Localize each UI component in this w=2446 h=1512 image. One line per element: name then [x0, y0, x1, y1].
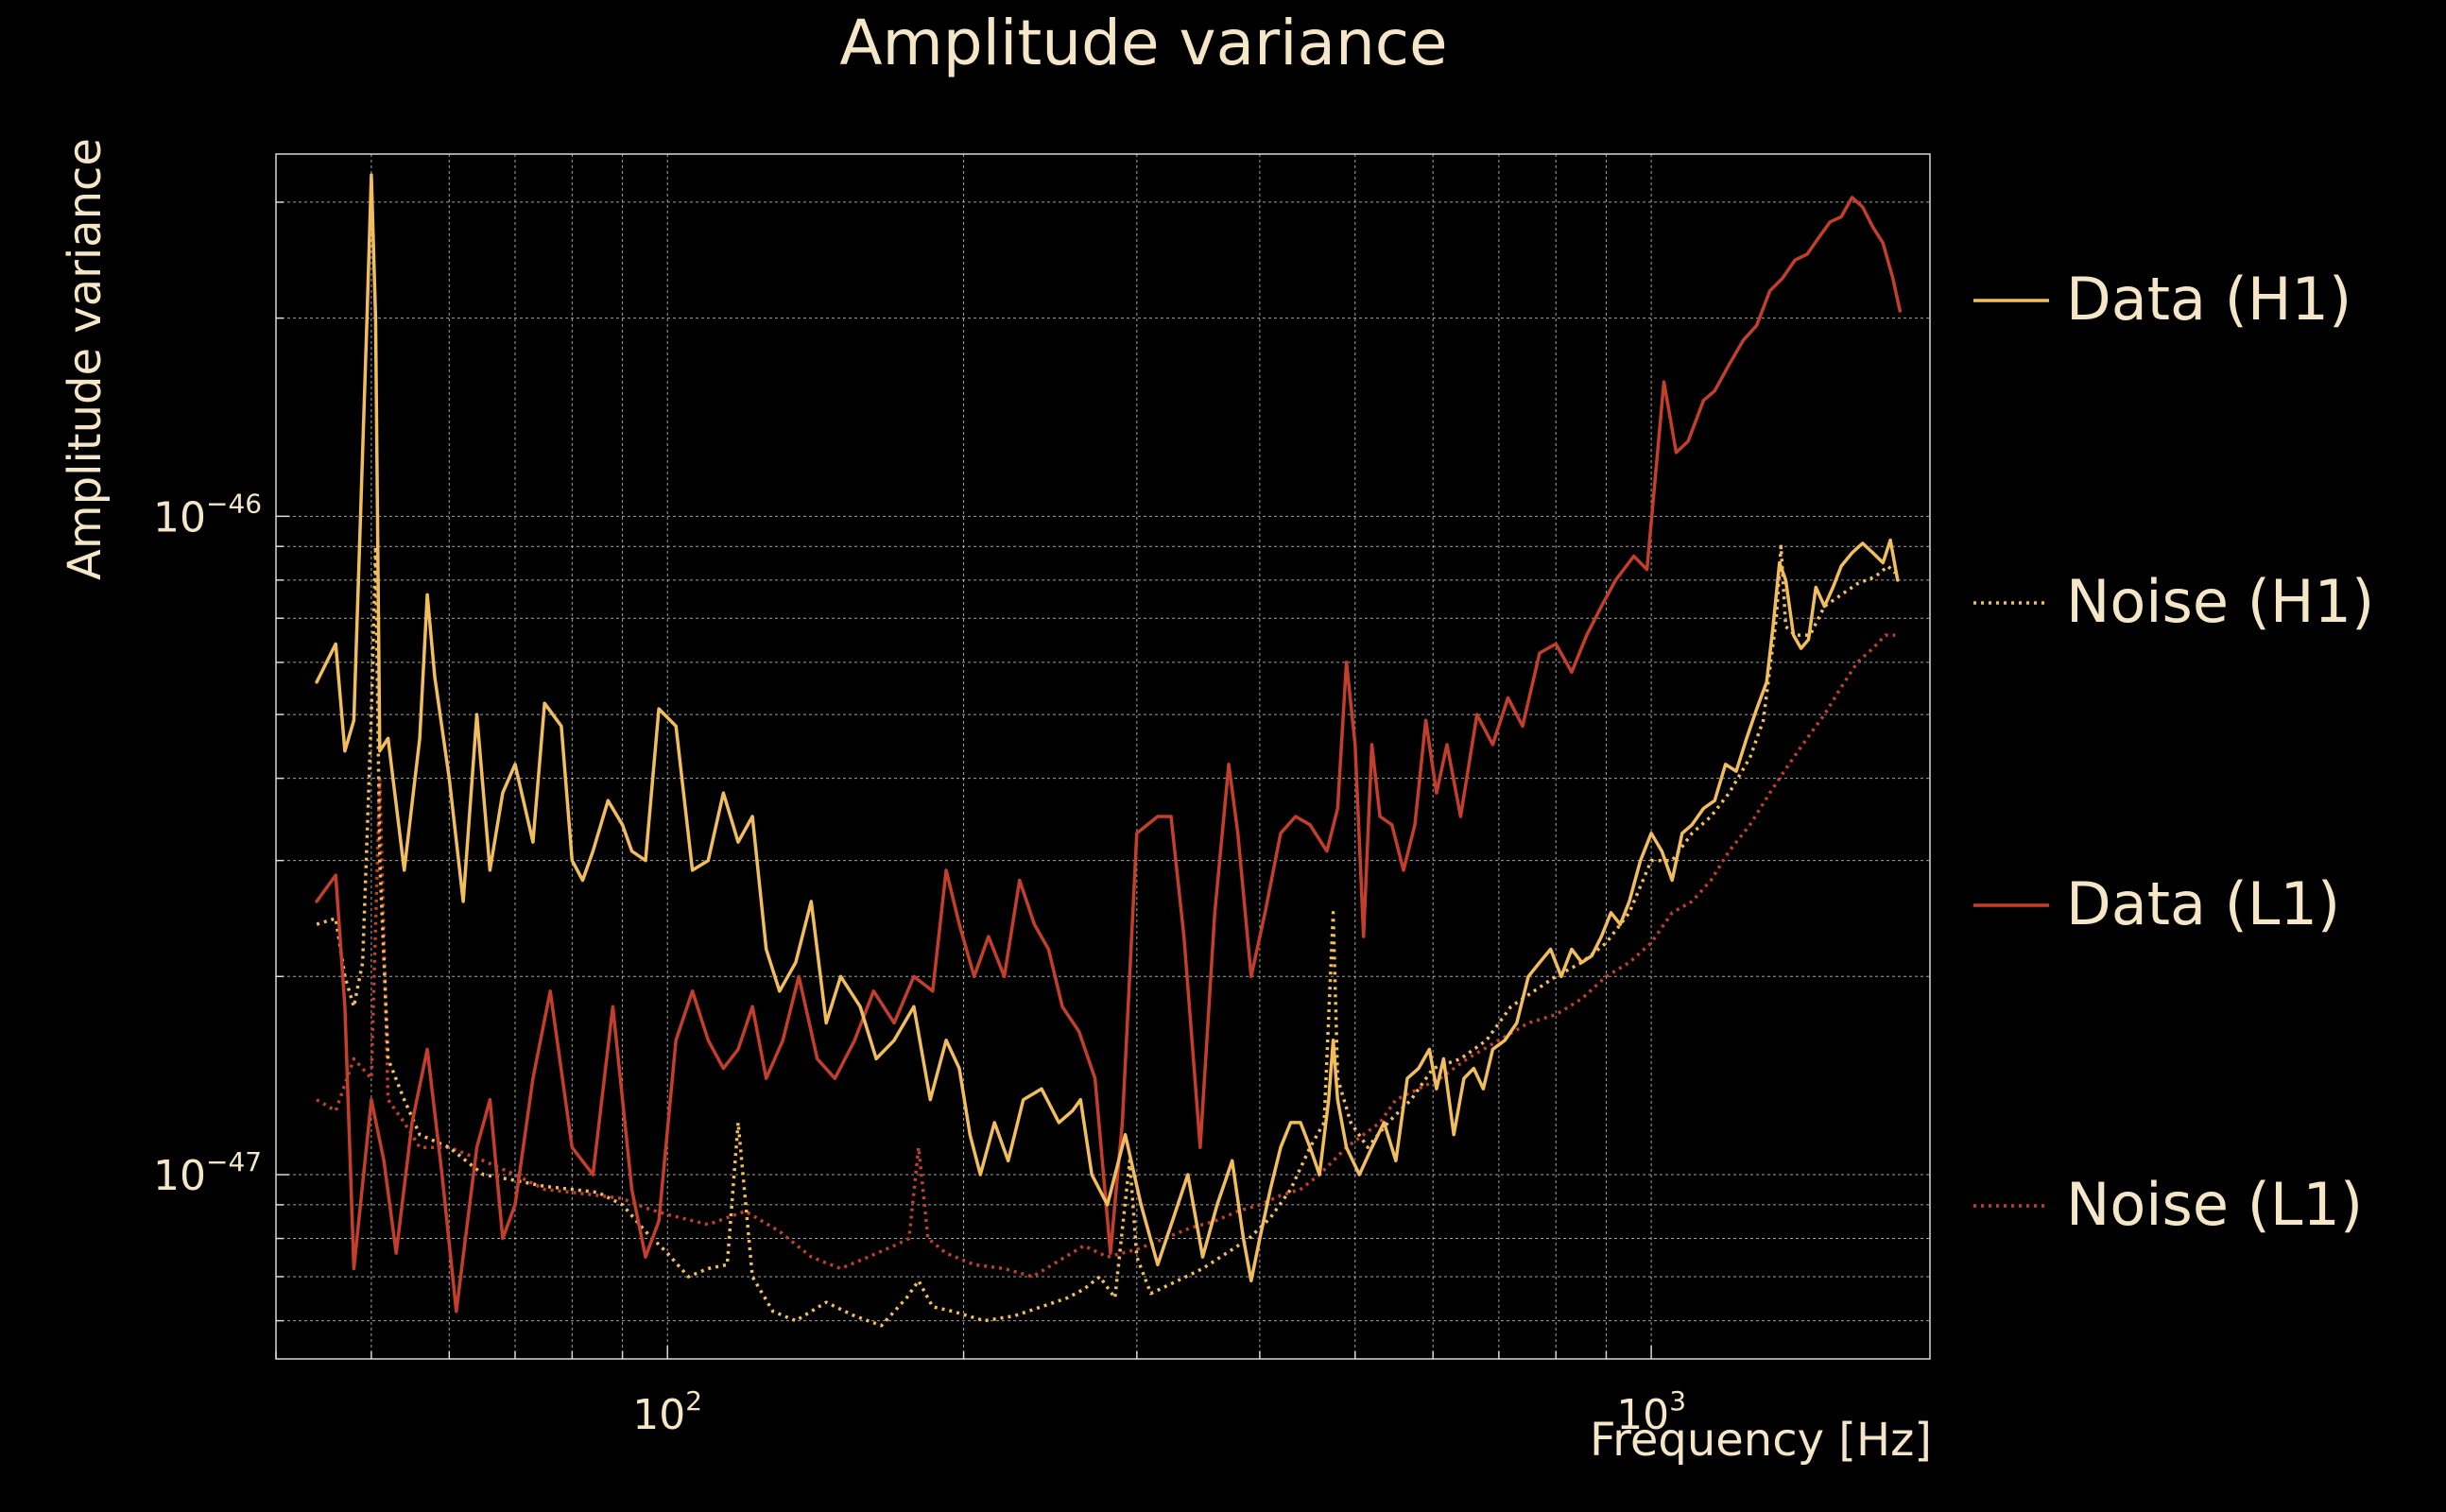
legend-label: Noise (L1)	[2066, 1170, 2363, 1239]
x-tick-label: 102	[632, 1385, 702, 1439]
legend-label: Data (H1)	[2066, 265, 2351, 334]
x-tick-exponent: 2	[685, 1385, 702, 1417]
chart-title: Amplitude variance	[839, 7, 1447, 79]
legend-label: Noise (H1)	[2066, 567, 2374, 636]
y-tick-label: 10−47	[153, 1146, 262, 1200]
x-tick-exponent: 3	[1669, 1385, 1686, 1417]
series-lines	[315, 173, 1903, 1328]
series-line-noise-l1	[316, 633, 1896, 1279]
y-tick-exponent: −47	[206, 1146, 262, 1177]
y-tick-exponent: −46	[206, 488, 262, 519]
plot-frame	[275, 153, 1931, 1360]
legend: Data (H1) Noise (H1) Data (L1) Noise (L1)	[1973, 265, 2374, 1239]
x-tick-label: 103	[1616, 1385, 1686, 1439]
x-tick-base: 10	[1616, 1391, 1669, 1439]
legend-label: Data (L1)	[2066, 869, 2340, 938]
x-tick-base: 10	[632, 1391, 685, 1439]
x-axis-label: Frequency [Hz]	[1590, 1414, 1932, 1467]
y-axis-label: Amplitude variance	[59, 138, 112, 580]
grid-lines	[275, 154, 1930, 1359]
y-tick-label: 10−46	[153, 488, 262, 541]
series-line-data-h1	[315, 173, 1900, 1283]
series-line-data-l1	[315, 196, 1903, 1314]
y-tick-base: 10	[153, 493, 206, 541]
y-tick-base: 10	[153, 1152, 206, 1200]
